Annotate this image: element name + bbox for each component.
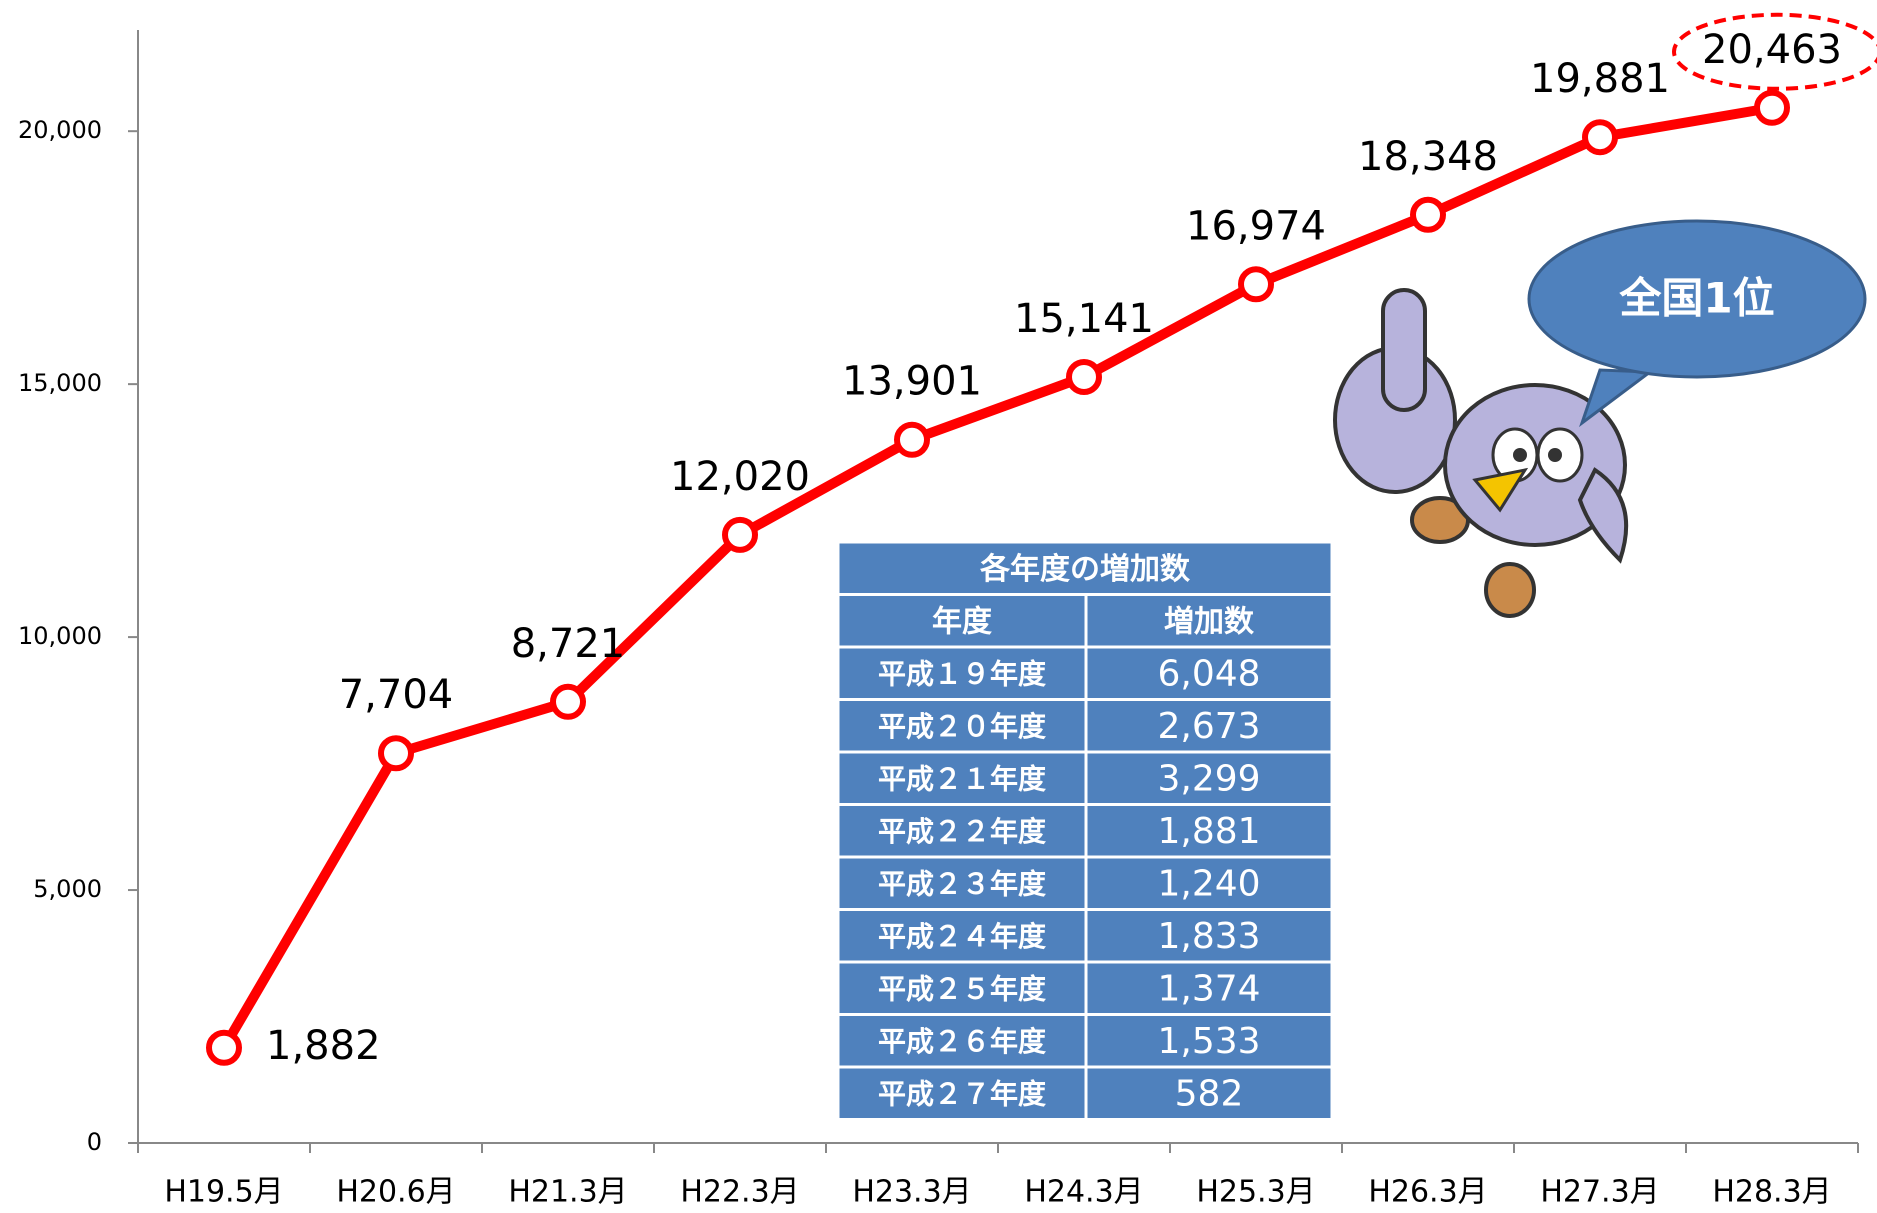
x-tick-label: H27.3月	[1540, 1175, 1659, 1210]
increase-value: 1,374	[1157, 968, 1260, 1009]
increase-value: 1,881	[1157, 811, 1260, 852]
data-label: 16,974	[1186, 203, 1326, 249]
data-point	[381, 738, 411, 768]
x-tick-label: H23.3月	[852, 1175, 971, 1210]
fiscal-year: 平成２７年度	[878, 1077, 1046, 1110]
data-point	[1757, 93, 1787, 123]
fiscal-year: 平成１９年度	[878, 657, 1046, 690]
data-point	[1241, 269, 1271, 299]
data-label: 7,704	[339, 672, 454, 718]
x-tick-label: H19.5月	[164, 1175, 283, 1210]
increase-value: 1,533	[1157, 1021, 1260, 1062]
fiscal-year: 平成２０年度	[878, 710, 1046, 743]
fiscal-year: 平成２４年度	[878, 920, 1046, 953]
data-label: 8,721	[511, 621, 626, 667]
data-label: 1,882	[266, 1023, 381, 1069]
data-point	[1413, 200, 1443, 230]
data-label: 19,881	[1530, 56, 1670, 102]
data-label: 20,463	[1702, 27, 1842, 73]
fiscal-year: 平成２１年度	[878, 762, 1046, 795]
increase-value: 3,299	[1157, 758, 1260, 799]
x-tick-label: H22.3月	[680, 1175, 799, 1210]
x-tick-label: H26.3月	[1368, 1175, 1487, 1210]
data-point	[553, 687, 583, 717]
data-label: 12,020	[670, 454, 810, 500]
data-point	[897, 425, 927, 455]
callout-tail	[1582, 370, 1650, 423]
y-tick-label: 5,000	[33, 875, 102, 903]
data-point	[1585, 122, 1615, 152]
data-label: 18,348	[1358, 134, 1498, 180]
fiscal-year: 平成２３年度	[878, 867, 1046, 900]
x-tick-label: H21.3月	[508, 1175, 627, 1210]
fiscal-year: 平成２２年度	[878, 815, 1046, 848]
y-tick-label: 20,000	[18, 116, 102, 144]
data-point	[209, 1033, 239, 1063]
increase-value: 1,240	[1157, 863, 1260, 904]
increase-value: 582	[1175, 1073, 1244, 1114]
data-point	[1069, 362, 1099, 392]
callout-text: 全国1位	[1618, 274, 1774, 323]
y-tick-label: 15,000	[18, 369, 102, 397]
chart: 全国1位 各年度の増加数年度 増加数平成１９年度 6,048 平成２０年度 2,673 平…	[0, 0, 1877, 1213]
data-point	[725, 520, 755, 550]
column-header: 年度	[932, 604, 992, 639]
fiscal-year: 平成２５年度	[878, 972, 1046, 1005]
increase-value: 1,833	[1157, 916, 1260, 957]
x-tick-label: H25.3月	[1196, 1175, 1315, 1210]
y-tick-label: 10,000	[18, 622, 102, 650]
x-tick-label: H24.3月	[1024, 1175, 1143, 1210]
fiscal-year: 平成２６年度	[878, 1025, 1046, 1058]
increase-value: 6,048	[1157, 653, 1260, 694]
increase-value: 2,673	[1157, 706, 1260, 747]
table-title: 各年度の増加数	[979, 552, 1191, 587]
column-header: 増加数	[1164, 604, 1255, 639]
data-label: 15,141	[1014, 296, 1154, 342]
x-tick-label: H28.3月	[1712, 1175, 1831, 1210]
y-tick-label: 0	[87, 1128, 102, 1156]
x-tick-label: H20.6月	[336, 1175, 455, 1210]
data-label: 13,901	[842, 359, 982, 405]
